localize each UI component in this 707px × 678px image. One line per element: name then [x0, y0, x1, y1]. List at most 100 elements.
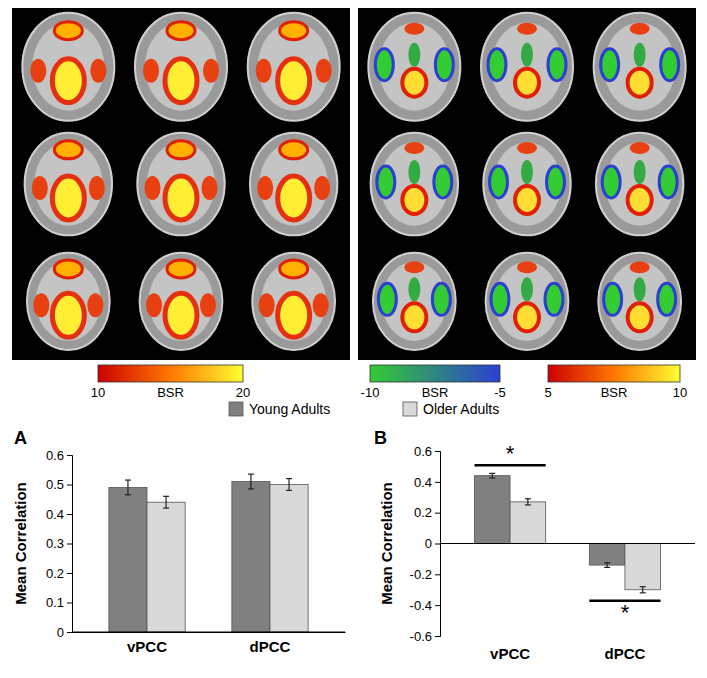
- activation-blob: [54, 141, 82, 159]
- error-bar: [286, 479, 292, 491]
- error-bar-cap: [248, 474, 254, 475]
- colorbar-label: BSR: [422, 385, 449, 400]
- deactivation-blob: [521, 43, 533, 67]
- deactivation-blob: [659, 166, 677, 198]
- y-tick-mark: [435, 451, 440, 452]
- deactivation-blob: [408, 277, 420, 301]
- y-axis-title: Mean Correlation: [12, 482, 29, 605]
- y-tick-label: 0.1: [46, 595, 64, 610]
- activation-blob: [278, 59, 310, 103]
- activation-blob: [90, 59, 106, 83]
- deactivation-blob: [435, 49, 453, 81]
- x-tick: vPCC: [490, 645, 530, 662]
- error-bar-cap: [525, 504, 531, 505]
- activation-blob: [515, 69, 539, 97]
- colorbar-tick-label: -5: [494, 385, 506, 400]
- error-bar-cap: [604, 562, 610, 563]
- deactivation-blob: [488, 49, 506, 81]
- activation-blob: [517, 23, 537, 35]
- x-tick: vPCC: [127, 638, 167, 655]
- x-tick: dPCC: [605, 645, 646, 662]
- plot-area: Young AdultsYoung AdultsOlder AdultsOlde…: [109, 474, 308, 632]
- x-tick-label: vPCC: [490, 645, 530, 662]
- significance-annotation: *dPCC: [589, 600, 660, 625]
- y-tick-mark: [435, 574, 440, 575]
- activation-blob: [314, 176, 330, 200]
- activation-blob: [517, 261, 537, 273]
- deactivation-blob: [375, 49, 393, 81]
- error-bar: [248, 474, 254, 489]
- y-tick-mark: [67, 455, 72, 456]
- colorbar-gradient: [370, 365, 500, 382]
- error-bar: [604, 563, 610, 568]
- x-axis: vPCCdPCC: [73, 633, 346, 655]
- significance-annotation: *vPCC: [474, 441, 545, 466]
- y-tick-label: 0.2: [414, 505, 432, 520]
- deactivation-blob: [521, 277, 533, 301]
- activation-blob: [30, 59, 46, 83]
- deactivation-blob: [634, 43, 646, 67]
- error-bar-cap: [125, 494, 131, 495]
- activation-blob: [257, 176, 273, 200]
- brain-panel: [12, 8, 350, 360]
- deactivation-blob: [408, 160, 420, 184]
- brain-slice: [27, 253, 110, 350]
- deactivation-blob: [434, 166, 452, 198]
- deactivation-blob: [408, 43, 420, 67]
- deactivation-blob: [601, 49, 619, 81]
- colorbar: 510BSR: [544, 365, 687, 400]
- deactivation-blob: [604, 283, 622, 315]
- brain-slice: [140, 253, 223, 350]
- y-tick-mark: [67, 485, 72, 486]
- colorbar-tick-label: 10: [91, 385, 105, 400]
- activation-blob: [404, 23, 424, 35]
- error-bar-stem: [288, 479, 289, 491]
- y-tick: 0.6: [414, 444, 440, 459]
- activation-blob: [165, 59, 197, 103]
- activation-blob: [404, 261, 424, 273]
- y-tick: -0.2: [410, 567, 440, 582]
- y-tick-mark: [67, 544, 72, 545]
- error-bar-cap: [248, 488, 254, 489]
- deactivation-blob: [491, 283, 509, 315]
- y-tick-mark: [435, 482, 440, 483]
- y-tick-label: 0.3: [46, 536, 64, 551]
- error-bar-stem: [642, 587, 643, 593]
- activation-blob: [165, 293, 197, 337]
- error-bar-cap: [163, 496, 169, 497]
- y-tick-mark: [435, 636, 440, 637]
- colorbar-gradient: [548, 365, 680, 382]
- activation-blob: [202, 176, 218, 200]
- activation-blob: [146, 293, 162, 317]
- y-tick-label: 0.6: [414, 444, 432, 459]
- error-bar-cap: [525, 498, 531, 499]
- activation-blob: [630, 261, 650, 273]
- y-tick-label: -0.4: [410, 598, 432, 613]
- y-tick: 0: [425, 536, 440, 551]
- y-tick: 0.5: [46, 477, 72, 492]
- colorbar-tick-label: 10: [673, 385, 687, 400]
- deactivation-blob: [634, 277, 646, 301]
- brain-slice: [594, 13, 686, 121]
- y-tick-mark: [67, 603, 72, 604]
- brain-slice: [486, 253, 569, 350]
- activation-blob: [515, 186, 539, 214]
- deactivation-blob: [658, 283, 676, 315]
- y-axis: 00.10.20.30.40.50.6: [46, 448, 73, 640]
- activation-blob: [256, 59, 272, 83]
- activation-blob: [143, 59, 159, 83]
- error-bar-cap: [286, 478, 292, 479]
- error-bar-cap: [489, 473, 495, 474]
- activation-blob: [630, 142, 650, 154]
- activation-blob: [402, 303, 426, 331]
- error-bar-cap: [640, 586, 646, 587]
- y-tick: -0.6: [410, 629, 440, 644]
- bar: Young Adults: [474, 476, 510, 544]
- y-tick-label: 0.6: [46, 448, 64, 463]
- brain-slice: [137, 133, 224, 236]
- error-bar-stem: [527, 499, 528, 505]
- colorbar-tick-label: -10: [361, 385, 380, 400]
- activation-blob: [89, 176, 105, 200]
- y-axis-line: [435, 452, 441, 637]
- brain-slice: [22, 13, 114, 121]
